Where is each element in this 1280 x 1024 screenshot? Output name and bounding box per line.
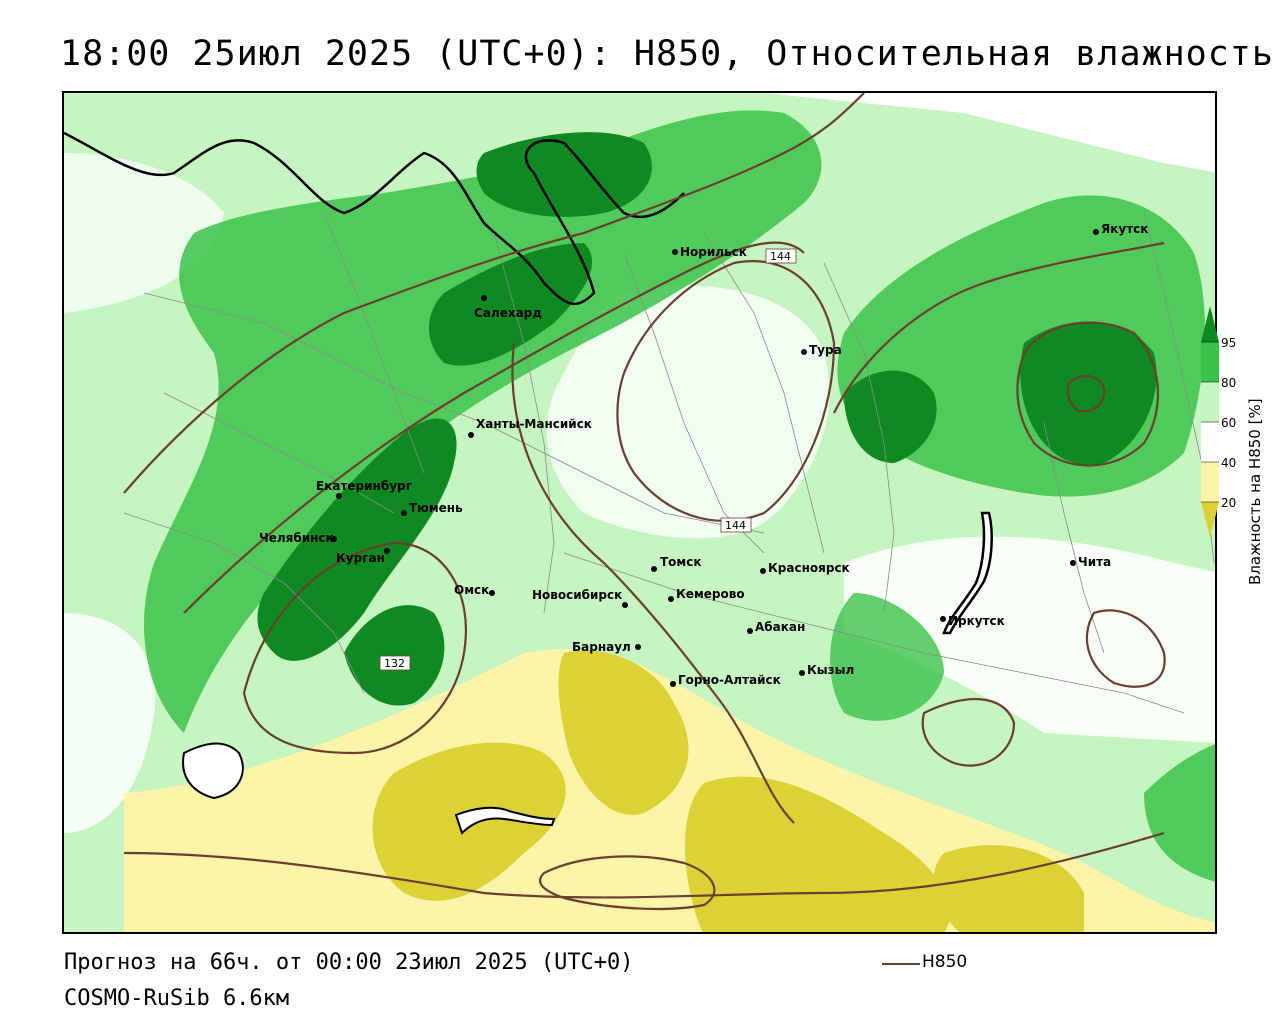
map-title: 18:00 25июл 2025 (UTC+0): H850, Относите… <box>60 34 1274 74</box>
isoline-east <box>833 241 1165 414</box>
svg-text:Курган: Курган <box>336 551 385 565</box>
dry-area-south-east <box>844 536 1215 743</box>
city-kyzyl: Кызыл <box>799 663 854 677</box>
colorbar-top-triangle <box>1201 306 1219 342</box>
city-tomsk: Томск <box>651 555 702 572</box>
city-norilsk: Норильск <box>672 245 747 259</box>
city-barnaul: Барнаул <box>572 640 641 654</box>
dry-area-center <box>546 285 830 539</box>
h850-isolines <box>123 93 1166 911</box>
colorbar-95-80 <box>1201 342 1219 382</box>
city-abakan: Абакан <box>747 620 805 634</box>
isoline-2 <box>183 241 805 614</box>
colorbar-40-20 <box>1201 462 1219 502</box>
city-kemerovo: Кемерово <box>668 587 745 602</box>
colorbar-tick-20: 20 <box>1221 496 1237 510</box>
city-kurgan: Курган <box>336 548 390 565</box>
svg-text:Красноярск: Красноярск <box>768 561 850 575</box>
city-chelyabinsk: Челябинск <box>259 531 337 545</box>
svg-text:132: 132 <box>384 657 405 670</box>
outside-domain <box>444 93 1215 173</box>
isoline-144 <box>616 260 836 522</box>
svg-text:Ханты-Мансийск: Ханты-Мансийск <box>476 417 592 431</box>
city-novosibirsk: Новосибирск <box>532 588 628 608</box>
green-south-east-edge <box>1144 744 1215 882</box>
green-east-south <box>830 593 944 721</box>
isoline-1 <box>123 93 865 494</box>
svg-text:Томск: Томск <box>660 555 702 569</box>
svg-text:Иркутск: Иркутск <box>948 614 1005 628</box>
region-borders <box>123 212 1215 714</box>
svg-text:Норильск: Норильск <box>680 245 747 259</box>
svg-text:Омск: Омск <box>454 583 489 597</box>
city-salekhard: Салехард <box>474 295 542 320</box>
isoline-south-mid <box>921 697 1016 767</box>
svg-text:144: 144 <box>770 250 791 263</box>
svg-text:Абакан: Абакан <box>755 620 805 634</box>
isoline-4 <box>123 831 1165 899</box>
city-yekaterinburg: Екатеринбург <box>316 479 412 499</box>
svg-text:Тура: Тура <box>809 343 842 357</box>
city-markers: Норильск Якутск Салехард Тура Ханты-Манс… <box>259 222 1148 687</box>
isoline-east-inner <box>1066 375 1106 413</box>
svg-text:Якутск: Якутск <box>1101 222 1148 236</box>
colorbar-tick-60: 60 <box>1221 416 1237 430</box>
city-gorno-altaysk: Горно-Алтайск <box>670 673 781 687</box>
isoline-label-2: 144 <box>720 517 752 533</box>
colorbar-tick-80: 80 <box>1221 376 1237 390</box>
svg-text:Новосибирск: Новосибирск <box>532 588 622 602</box>
balkhash-outline <box>454 806 556 835</box>
colorbar-bottom-triangle <box>1201 502 1219 538</box>
humidity-colorbar <box>1201 306 1219 538</box>
isoline-south-east <box>1085 609 1166 688</box>
svg-text:Кызыл: Кызыл <box>807 663 854 677</box>
h850-legend-line <box>882 963 920 965</box>
coastline-north <box>64 131 685 305</box>
svg-text:Тюмень: Тюмень <box>409 501 463 515</box>
svg-text:Челябинск: Челябинск <box>259 531 334 545</box>
city-yakutsk: Якутск <box>1093 222 1148 236</box>
dark-green-core-3 <box>429 243 593 366</box>
isoline-label-3: 132 <box>379 655 411 671</box>
colorbar-title: Влажность на H850 [%] <box>1246 398 1264 585</box>
isoline-east-ring <box>1016 321 1159 467</box>
svg-text:Чита: Чита <box>1078 555 1111 569</box>
dark-green-core-5 <box>844 370 937 463</box>
model-name: COSMO-RuSib 6.6км <box>64 986 290 1011</box>
city-omsk: Омск <box>454 583 495 597</box>
city-irkutsk: Иркутск <box>940 614 1005 628</box>
isoline-south-yellow <box>539 855 716 911</box>
svg-text:Кемерово: Кемерово <box>676 587 745 601</box>
svg-text:Салехард: Салехард <box>474 306 542 320</box>
city-tyumen: Тюмень <box>401 501 463 516</box>
city-tura: Тура <box>801 343 842 357</box>
colorbar-60-40 <box>1201 422 1219 462</box>
dark-green-core-2 <box>344 605 445 706</box>
baikal-outline <box>942 511 993 635</box>
dark-green-core-6 <box>1020 321 1157 465</box>
colorbar-80-60 <box>1201 382 1219 422</box>
dry-area-west <box>64 613 156 833</box>
forecast-info: Прогноз на 66ч. от 00:00 23июл 2025 (UTC… <box>64 950 634 975</box>
svg-text:Барнаул: Барнаул <box>572 640 631 654</box>
isoline-132 <box>242 541 467 755</box>
svg-text:Екатеринбург: Екатеринбург <box>316 479 412 493</box>
humidity-map: 144 144 132 Норильск Якутск Салехард Тур… <box>64 93 1215 932</box>
yellow-south-4 <box>933 845 1084 932</box>
colorbar-tick-40: 40 <box>1221 456 1237 470</box>
map-area[interactable]: 144 144 132 Норильск Якутск Салехард Тур… <box>62 91 1217 934</box>
h850-legend-label: H850 <box>922 952 968 972</box>
isoline-3 <box>511 342 795 824</box>
city-krasnoyarsk: Красноярск <box>760 561 850 575</box>
yellow-south-2 <box>558 650 689 815</box>
city-chita: Чита <box>1070 555 1111 569</box>
aral-outline <box>182 742 244 800</box>
green-band <box>144 110 822 734</box>
svg-text:144: 144 <box>725 519 746 532</box>
isoline-label-1: 144 <box>765 248 797 264</box>
colorbar-tick-95: 95 <box>1221 336 1237 350</box>
dark-green-core-1 <box>257 418 457 661</box>
city-khanty-mansiysk: Ханты-Мансийск <box>468 417 592 438</box>
svg-text:Горно-Алтайск: Горно-Алтайск <box>678 673 781 687</box>
